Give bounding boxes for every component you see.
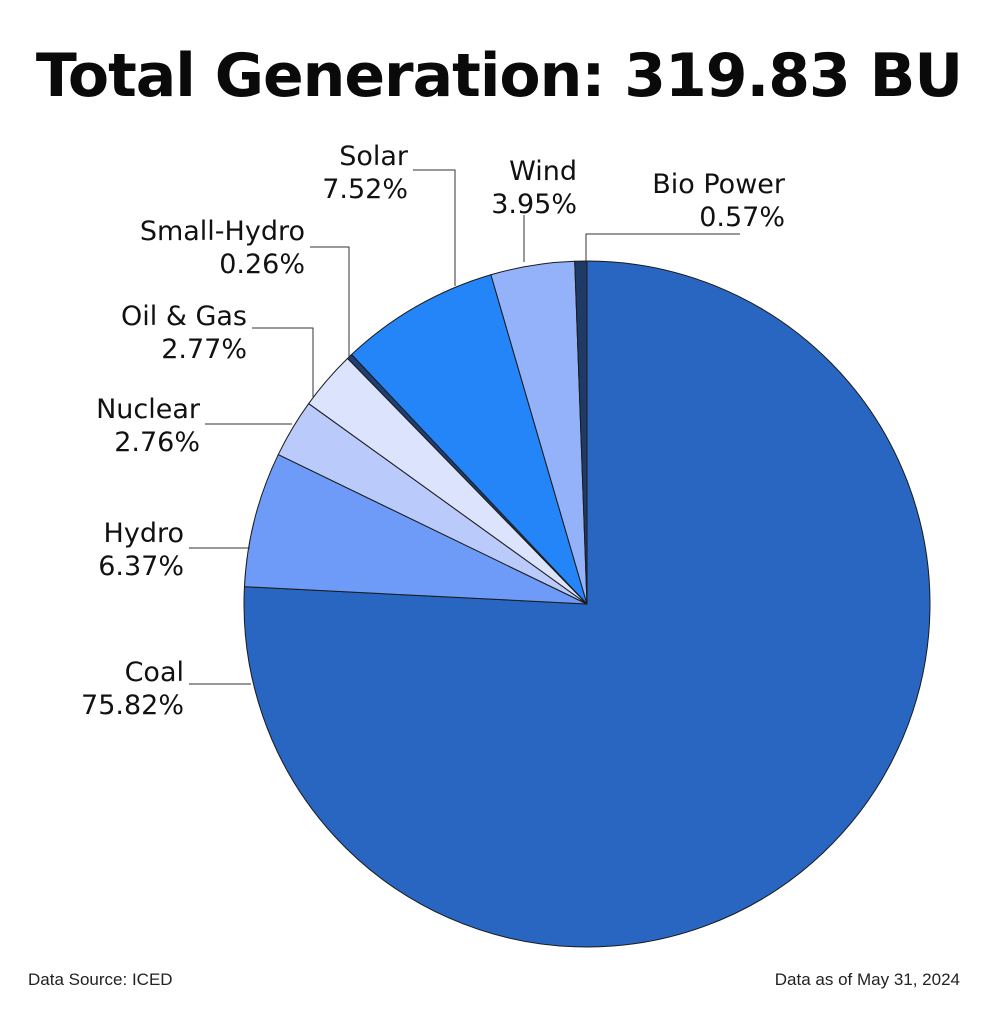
slice-label-small-hydro: Small-Hydro [140, 216, 305, 247]
slice-label-wind: Wind [509, 156, 577, 187]
pie-slices [243, 260, 931, 948]
leader-line-solar [413, 169, 456, 286]
leader-line-oil-gas [252, 327, 314, 397]
slice-value-hydro: 6.37% [98, 551, 184, 582]
leader-lines [189, 169, 740, 685]
pie-slice-solar [351, 274, 588, 605]
slice-value-oil-gas: 2.77% [161, 334, 247, 365]
slice-label-nuclear: Nuclear [96, 394, 201, 425]
chart-title: Total Generation: 319.83 BU [35, 41, 963, 111]
leader-line-small-hydro [310, 246, 350, 358]
pie-slice-bio-power [574, 260, 588, 605]
leader-line-bio-power [585, 233, 740, 264]
slice-label-hydro: Hydro [104, 518, 184, 549]
pie-slice-hydro [243, 454, 588, 605]
slice-label-solar: Solar [339, 141, 409, 172]
slice-value-nuclear: 2.76% [114, 427, 200, 458]
slice-value-small-hydro: 0.26% [219, 249, 305, 280]
slice-label-oil-gas: Oil & Gas [121, 301, 247, 332]
slice-label-bio-power: Bio Power [652, 169, 786, 200]
slice-value-wind: 3.95% [491, 189, 577, 220]
slice-value-coal: 75.82% [81, 690, 184, 721]
data-source-note: Data Source: ICED [28, 970, 173, 989]
slice-value-solar: 7.52% [322, 174, 408, 205]
data-date-note: Data as of May 31, 2024 [774, 970, 960, 989]
slice-label-coal: Coal [125, 657, 184, 688]
slice-value-bio-power: 0.57% [699, 202, 785, 233]
